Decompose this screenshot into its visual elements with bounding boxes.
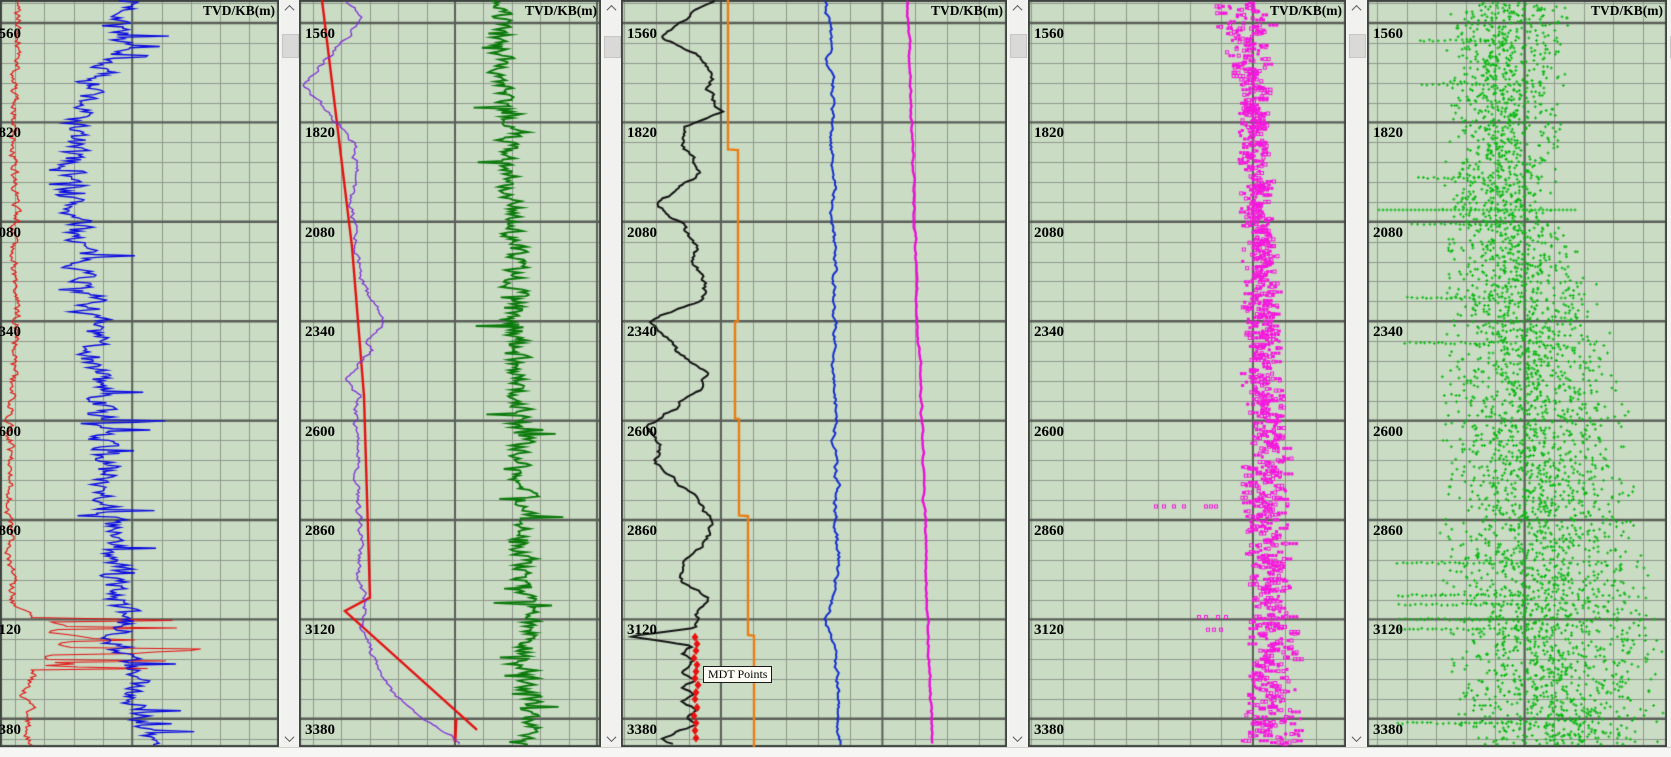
depth-label: 1820 bbox=[1034, 125, 1064, 142]
depth-label: 2860 bbox=[1034, 523, 1064, 539]
scroll-up-button[interactable] bbox=[603, 1, 620, 16]
depth-label: 2080 bbox=[1034, 224, 1064, 241]
depth-label: 2860 bbox=[627, 523, 657, 539]
depth-label: 2340 bbox=[1373, 324, 1403, 341]
depth-label: 1560 bbox=[305, 26, 335, 42]
depth-label: 3380 bbox=[1373, 721, 1403, 738]
log-track-plot[interactable] bbox=[0, 0, 279, 747]
depth-scale-header: TVD/KB(m) bbox=[1591, 3, 1663, 18]
scroll-down-button[interactable] bbox=[1009, 731, 1026, 746]
depth-label: 2860 bbox=[1373, 523, 1403, 539]
scrollbar-thumb[interactable] bbox=[1349, 34, 1366, 58]
log-track-panel-5: TVD/KB(m) 1560 1820 2080 2340 2600 2860 3120 33… bbox=[1367, 0, 1671, 757]
mdt-points-label: MDT Points bbox=[703, 666, 773, 683]
depth-label: 2860 bbox=[305, 523, 335, 539]
depth-label: 2080 bbox=[627, 224, 657, 241]
scroll-down-button[interactable] bbox=[603, 731, 620, 746]
depth-label: 3380 bbox=[305, 721, 335, 738]
log-track-plot[interactable] bbox=[1367, 0, 1667, 747]
depth-label: 3380 bbox=[0, 721, 21, 738]
log-track-panel-4: TVD/KB(m) 1560 1820 2080 2340 2600 2860 3120 33… bbox=[1028, 0, 1366, 757]
scroll-up-button[interactable] bbox=[281, 1, 298, 16]
depth-label: 3380 bbox=[1034, 721, 1064, 738]
log-track-plot[interactable] bbox=[299, 0, 601, 747]
depth-label: 2340 bbox=[627, 324, 657, 341]
chevron-up-icon bbox=[284, 4, 295, 15]
chevron-down-icon bbox=[606, 732, 617, 743]
depth-scale-header: TVD/KB(m) bbox=[931, 3, 1003, 18]
depth-label: 1820 bbox=[627, 125, 657, 142]
depth-label: 1560 bbox=[0, 26, 21, 42]
scrollbar-thumb[interactable] bbox=[604, 36, 621, 58]
scroll-down-button[interactable] bbox=[281, 731, 298, 746]
log-track-panel-2: TVD/KB(m) 1560 1820 2080 2340 2600 2860 3120 33… bbox=[299, 0, 621, 757]
depth-label: 1820 bbox=[0, 125, 21, 142]
log-track-plot[interactable] bbox=[621, 0, 1007, 747]
scrollbar-thumb[interactable] bbox=[282, 34, 299, 58]
depth-label: 2600 bbox=[0, 423, 21, 440]
log-track-panel-3: TVD/KB(m) 1560 1820 2080 2340 2600 2860 3120 33… bbox=[621, 0, 1027, 757]
bottom-strip bbox=[0, 747, 1671, 757]
depth-label: 3120 bbox=[1373, 622, 1403, 639]
depth-scale-header: TVD/KB(m) bbox=[525, 3, 597, 18]
depth-label: 1560 bbox=[1034, 26, 1064, 42]
log-track-plot[interactable] bbox=[1028, 0, 1346, 747]
depth-scale-header: TVD/KB(m) bbox=[203, 3, 275, 18]
depth-label: 3380 bbox=[627, 721, 657, 738]
depth-label: 1820 bbox=[1373, 125, 1403, 142]
chevron-down-icon bbox=[1012, 732, 1023, 743]
vertical-scrollbar[interactable] bbox=[281, 0, 299, 747]
depth-label: 2080 bbox=[305, 224, 335, 241]
log-track-panel-1: TVD/KB(m) 1560 1820 2080 2340 2600 2860 3120 33… bbox=[0, 0, 299, 757]
depth-label: 2080 bbox=[0, 224, 21, 241]
chevron-down-icon bbox=[284, 732, 295, 743]
depth-label: 2860 bbox=[0, 523, 21, 539]
depth-label: 3120 bbox=[1034, 622, 1064, 639]
scroll-up-button[interactable] bbox=[1009, 1, 1026, 16]
depth-label: 2080 bbox=[1373, 224, 1403, 241]
vertical-scrollbar[interactable] bbox=[1348, 0, 1366, 747]
chevron-up-icon bbox=[1012, 4, 1023, 15]
depth-label: 3120 bbox=[0, 622, 21, 639]
depth-label: 2340 bbox=[1034, 324, 1064, 341]
scrollbar-thumb[interactable] bbox=[1010, 34, 1027, 58]
depth-label: 2600 bbox=[305, 423, 335, 440]
scroll-down-button[interactable] bbox=[1348, 731, 1365, 746]
vertical-scrollbar[interactable] bbox=[603, 0, 621, 747]
depth-label: 1560 bbox=[1373, 26, 1403, 42]
depth-label: 1820 bbox=[305, 125, 335, 142]
depth-label: 2600 bbox=[1034, 423, 1064, 440]
chevron-up-icon bbox=[606, 4, 617, 15]
depth-label: 3120 bbox=[627, 622, 657, 639]
chevron-down-icon bbox=[1351, 732, 1362, 743]
depth-label: 3120 bbox=[305, 622, 335, 639]
depth-label: 2340 bbox=[0, 324, 21, 341]
depth-label: 2600 bbox=[627, 423, 657, 440]
depth-scale-header: TVD/KB(m) bbox=[1270, 3, 1342, 18]
vertical-scrollbar[interactable] bbox=[1009, 0, 1027, 747]
depth-label: 2340 bbox=[305, 324, 335, 341]
depth-label: 2600 bbox=[1373, 423, 1403, 440]
chevron-up-icon bbox=[1351, 4, 1362, 15]
scroll-up-button[interactable] bbox=[1348, 1, 1365, 16]
depth-label: 1560 bbox=[627, 26, 657, 42]
